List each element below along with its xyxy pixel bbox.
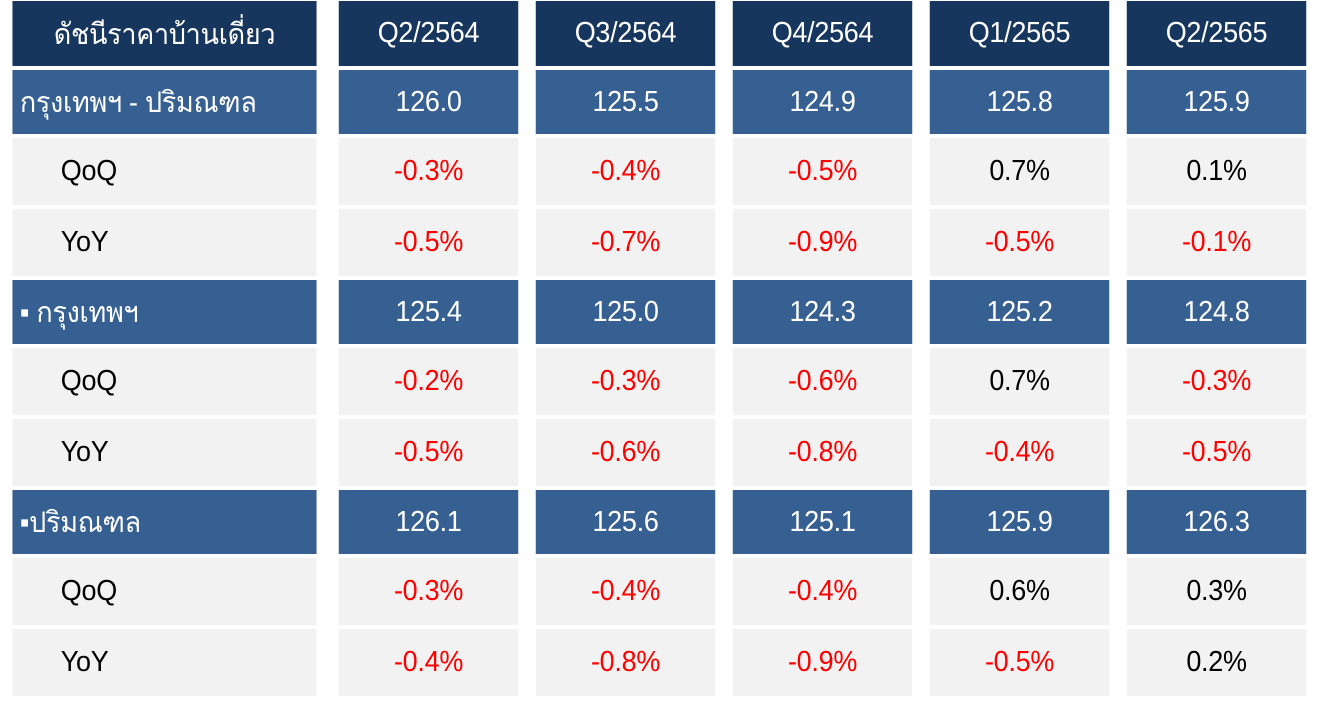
change-value: -0.6% bbox=[732, 348, 913, 415]
change-value: -0.4% bbox=[535, 558, 716, 625]
change-value: -0.4% bbox=[535, 138, 716, 205]
change-value: -0.5% bbox=[338, 209, 519, 276]
index-value: 124.8 bbox=[1126, 280, 1307, 344]
change-value: -0.8% bbox=[732, 419, 913, 486]
index-value: 125.1 bbox=[732, 490, 913, 554]
metric-label: QoQ bbox=[12, 138, 317, 205]
metric-label: YoY bbox=[12, 419, 317, 486]
index-value: 125.4 bbox=[338, 280, 519, 344]
metric-label: QoQ bbox=[12, 558, 317, 625]
change-value: -0.4% bbox=[929, 419, 1110, 486]
change-value: -0.5% bbox=[338, 419, 519, 486]
change-value: 0.2% bbox=[1126, 629, 1307, 696]
change-value: 0.1% bbox=[1126, 138, 1307, 205]
yoy-row: YoY -0.5% -0.7% -0.9% -0.5% -0.1% bbox=[1, 209, 1313, 276]
index-value: 125.9 bbox=[1126, 70, 1307, 134]
period-header: Q4/2564 bbox=[732, 1, 913, 66]
index-value: 125.6 bbox=[535, 490, 716, 554]
change-value: -0.9% bbox=[732, 209, 913, 276]
qoq-row: QoQ -0.3% -0.4% -0.5% 0.7% 0.1% bbox=[1, 138, 1313, 205]
change-value: -0.6% bbox=[535, 419, 716, 486]
region-row: ▪ กรุงเทพฯ 125.4 125.0 124.3 125.2 124.8 bbox=[1, 280, 1313, 344]
index-value: 125.9 bbox=[929, 490, 1110, 554]
change-value: -0.5% bbox=[929, 209, 1110, 276]
region-row: กรุงเทพฯ - ปริมณฑล 126.0 125.5 124.9 125… bbox=[1, 70, 1313, 134]
index-value: 124.9 bbox=[732, 70, 913, 134]
metric-label: YoY bbox=[12, 209, 317, 276]
change-value: -0.5% bbox=[732, 138, 913, 205]
change-value: 0.7% bbox=[929, 348, 1110, 415]
header-row: ดัชนีราคาบ้านเดี่ยว Q2/2564 Q3/2564 Q4/2… bbox=[1, 1, 1313, 66]
change-value: -0.5% bbox=[1126, 419, 1307, 486]
change-value: -0.3% bbox=[535, 348, 716, 415]
qoq-row: QoQ -0.2% -0.3% -0.6% 0.7% -0.3% bbox=[1, 348, 1313, 415]
index-value: 125.0 bbox=[535, 280, 716, 344]
index-value: 126.3 bbox=[1126, 490, 1307, 554]
region-row: ▪ปริมณฑล 126.1 125.6 125.1 125.9 126.3 bbox=[1, 490, 1313, 554]
change-value: -0.9% bbox=[732, 629, 913, 696]
change-value: -0.5% bbox=[929, 629, 1110, 696]
change-value: -0.1% bbox=[1126, 209, 1307, 276]
change-value: 0.3% bbox=[1126, 558, 1307, 625]
index-value: 126.0 bbox=[338, 70, 519, 134]
period-header: Q2/2565 bbox=[1126, 1, 1307, 66]
metric-label: QoQ bbox=[12, 348, 317, 415]
qoq-row: QoQ -0.3% -0.4% -0.4% 0.6% 0.3% bbox=[1, 558, 1313, 625]
change-value: -0.8% bbox=[535, 629, 716, 696]
index-value: 125.8 bbox=[929, 70, 1110, 134]
period-header: Q3/2564 bbox=[535, 1, 716, 66]
region-label: ▪ กรุงเทพฯ bbox=[12, 280, 317, 344]
change-value: -0.3% bbox=[1126, 348, 1307, 415]
change-value: -0.7% bbox=[535, 209, 716, 276]
region-label: ▪ปริมณฑล bbox=[12, 490, 317, 554]
yoy-row: YoY -0.4% -0.8% -0.9% -0.5% 0.2% bbox=[1, 629, 1313, 696]
region-label: กรุงเทพฯ - ปริมณฑล bbox=[12, 70, 317, 134]
change-value: 0.6% bbox=[929, 558, 1110, 625]
metric-label: YoY bbox=[12, 629, 317, 696]
index-value: 124.3 bbox=[732, 280, 913, 344]
change-value: -0.4% bbox=[338, 629, 519, 696]
change-value: -0.4% bbox=[732, 558, 913, 625]
index-value: 126.1 bbox=[338, 490, 519, 554]
table-title: ดัชนีราคาบ้านเดี่ยว bbox=[12, 1, 317, 66]
change-value: -0.3% bbox=[338, 138, 519, 205]
change-value: -0.3% bbox=[338, 558, 519, 625]
period-header: Q2/2564 bbox=[338, 1, 519, 66]
period-header: Q1/2565 bbox=[929, 1, 1110, 66]
change-value: 0.7% bbox=[929, 138, 1110, 205]
change-value: -0.2% bbox=[338, 348, 519, 415]
index-value: 125.5 bbox=[535, 70, 716, 134]
index-value: 125.2 bbox=[929, 280, 1110, 344]
yoy-row: YoY -0.5% -0.6% -0.8% -0.4% -0.5% bbox=[1, 419, 1313, 486]
